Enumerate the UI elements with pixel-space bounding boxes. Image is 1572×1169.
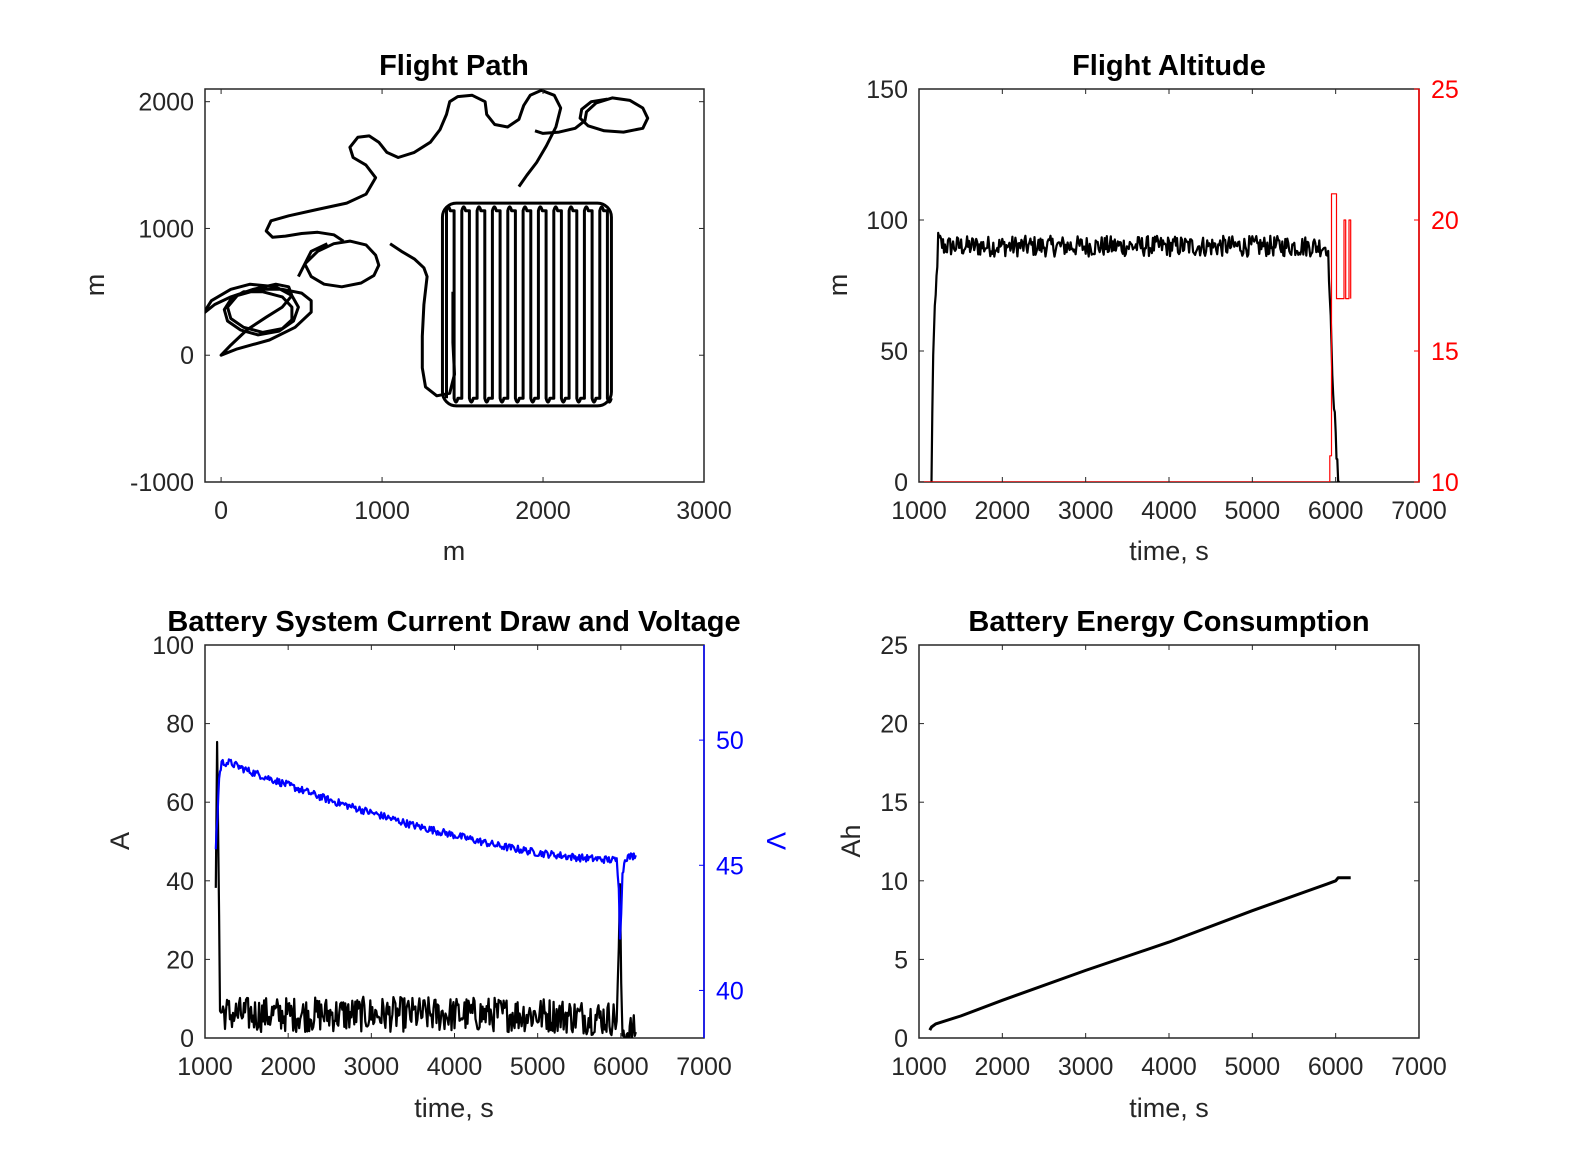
series-line-1-0: [214, 758, 637, 940]
x-tick-label: 2000: [975, 1053, 1031, 1081]
chart-title: Battery Energy Consumption: [968, 606, 1369, 638]
y-tick-label: 50: [880, 338, 908, 366]
x-tick-label: 4000: [1141, 1053, 1197, 1081]
x-tick-label: 1000: [354, 497, 410, 525]
y-tick-label: 5: [894, 946, 908, 974]
y2-tick-label: 20: [1431, 207, 1459, 235]
y-tick-label: 2000: [138, 89, 194, 117]
x-tick-label: 7000: [1391, 1053, 1447, 1081]
tick-layer: 1000 2000 3000 4000 5000 6000 7000 0 50 100 150 10 1…: [866, 76, 1459, 525]
y2-tick-label: 40: [716, 977, 744, 1005]
series-line-0-0: [205, 282, 313, 357]
y-tick-label: 100: [152, 632, 194, 660]
y2-axis-label: V: [761, 832, 791, 850]
y-axis-label: Ah: [836, 824, 866, 857]
x-tick-label: 3000: [676, 497, 732, 525]
series-line-0-0: [928, 876, 1351, 1031]
y2-tick-label: 10: [1431, 469, 1459, 497]
series-line-0-2: [264, 89, 563, 243]
chart-title: Flight Altitude: [1072, 50, 1266, 82]
battery-energy-panel: 1000 2000 3000 4000 5000 6000 7000 0 5 10 15 20 25 B…: [836, 606, 1447, 1123]
y-tick-label: 80: [166, 711, 194, 739]
y-tick-label: 0: [180, 1025, 194, 1053]
x-tick-label: 0: [214, 497, 228, 525]
series-layer: [928, 876, 1351, 1031]
y2-tick-label: 15: [1431, 338, 1459, 366]
plot-area: [204, 644, 705, 1039]
x-tick-label: 2000: [975, 497, 1031, 525]
y-tick-label: 0: [894, 1025, 908, 1053]
x-tick-label: 6000: [1308, 497, 1364, 525]
y-tick-label: 20: [166, 946, 194, 974]
series-line-0-1: [297, 239, 381, 289]
x-tick-label: 1000: [177, 1053, 233, 1081]
x-tick-label: 1000: [891, 1053, 947, 1081]
x-tick-label: 7000: [1391, 497, 1447, 525]
tick-layer: 1000 2000 3000 4000 5000 6000 7000 0 20 40 60 80 100…: [152, 632, 744, 1081]
series-line-0-0: [930, 231, 1341, 482]
chart-title: Flight Path: [379, 50, 529, 82]
x-axis-label: m: [443, 536, 466, 566]
y-tick-label: 1000: [138, 215, 194, 243]
y-tick-label: 60: [166, 789, 194, 817]
y-axis-label: A: [105, 832, 135, 850]
battery-current-voltage-panel: 1000 2000 3000 4000 5000 6000 7000 0 20 40 60 80 100…: [105, 606, 791, 1123]
x-axis-label: time, s: [1129, 1093, 1209, 1123]
x-tick-label: 4000: [1141, 497, 1197, 525]
chart-title: Battery System Current Draw and Voltage: [167, 606, 740, 638]
x-tick-label: 5000: [510, 1053, 566, 1081]
series-layer: [214, 740, 637, 1038]
raster-survey-outline: [440, 201, 613, 408]
tick-layer: 0 1000 2000 3000 -1000 0 1000 2000: [130, 89, 732, 525]
y-tick-label: 0: [180, 342, 194, 370]
x-tick-label: 6000: [593, 1053, 649, 1081]
flight-altitude-panel: 1000 2000 3000 4000 5000 6000 7000 0 50 100 150 10 1…: [823, 50, 1459, 566]
x-tick-label: 3000: [1058, 497, 1114, 525]
y-tick-label: 150: [866, 76, 908, 104]
y2-tick-label: 25: [1431, 76, 1459, 104]
x-tick-label: 5000: [1225, 1053, 1281, 1081]
x-tick-label: 2000: [515, 497, 571, 525]
y2-tick-label: 45: [716, 852, 744, 880]
tick-layer: 1000 2000 3000 4000 5000 6000 7000 0 5 10 15 20 25: [880, 632, 1447, 1081]
series-line-0-4: [534, 96, 650, 135]
x-tick-label: 3000: [1058, 1053, 1114, 1081]
plot-area: [918, 644, 1420, 1039]
y-tick-label: 10: [880, 868, 908, 896]
x-tick-label: 5000: [1225, 497, 1281, 525]
series-line-1-0: [919, 193, 1352, 482]
series-layer: [205, 89, 650, 408]
x-tick-label: 4000: [427, 1053, 483, 1081]
y-axis-label: m: [80, 274, 110, 297]
x-tick-label: 6000: [1308, 1053, 1364, 1081]
x-tick-label: 1000: [891, 497, 947, 525]
x-tick-label: 7000: [676, 1053, 732, 1081]
y-tick-label: 15: [880, 789, 908, 817]
raster-survey-path: [445, 205, 613, 404]
x-axis-label: time, s: [414, 1093, 494, 1123]
y-tick-label: 20: [880, 711, 908, 739]
series-layer: [919, 193, 1352, 482]
y-tick-label: 100: [866, 207, 908, 235]
y2-tick-label: 50: [716, 727, 744, 755]
y-axis-label: m: [823, 274, 853, 297]
x-tick-label: 3000: [344, 1053, 400, 1081]
y-tick-label: 40: [166, 868, 194, 896]
y-tick-label: 0: [894, 469, 908, 497]
y-tick-label: 25: [880, 632, 908, 660]
x-axis-label: time, s: [1129, 536, 1209, 566]
y-tick-label: -1000: [130, 469, 194, 497]
series-line-0-0: [214, 740, 637, 1038]
x-tick-label: 2000: [260, 1053, 316, 1081]
